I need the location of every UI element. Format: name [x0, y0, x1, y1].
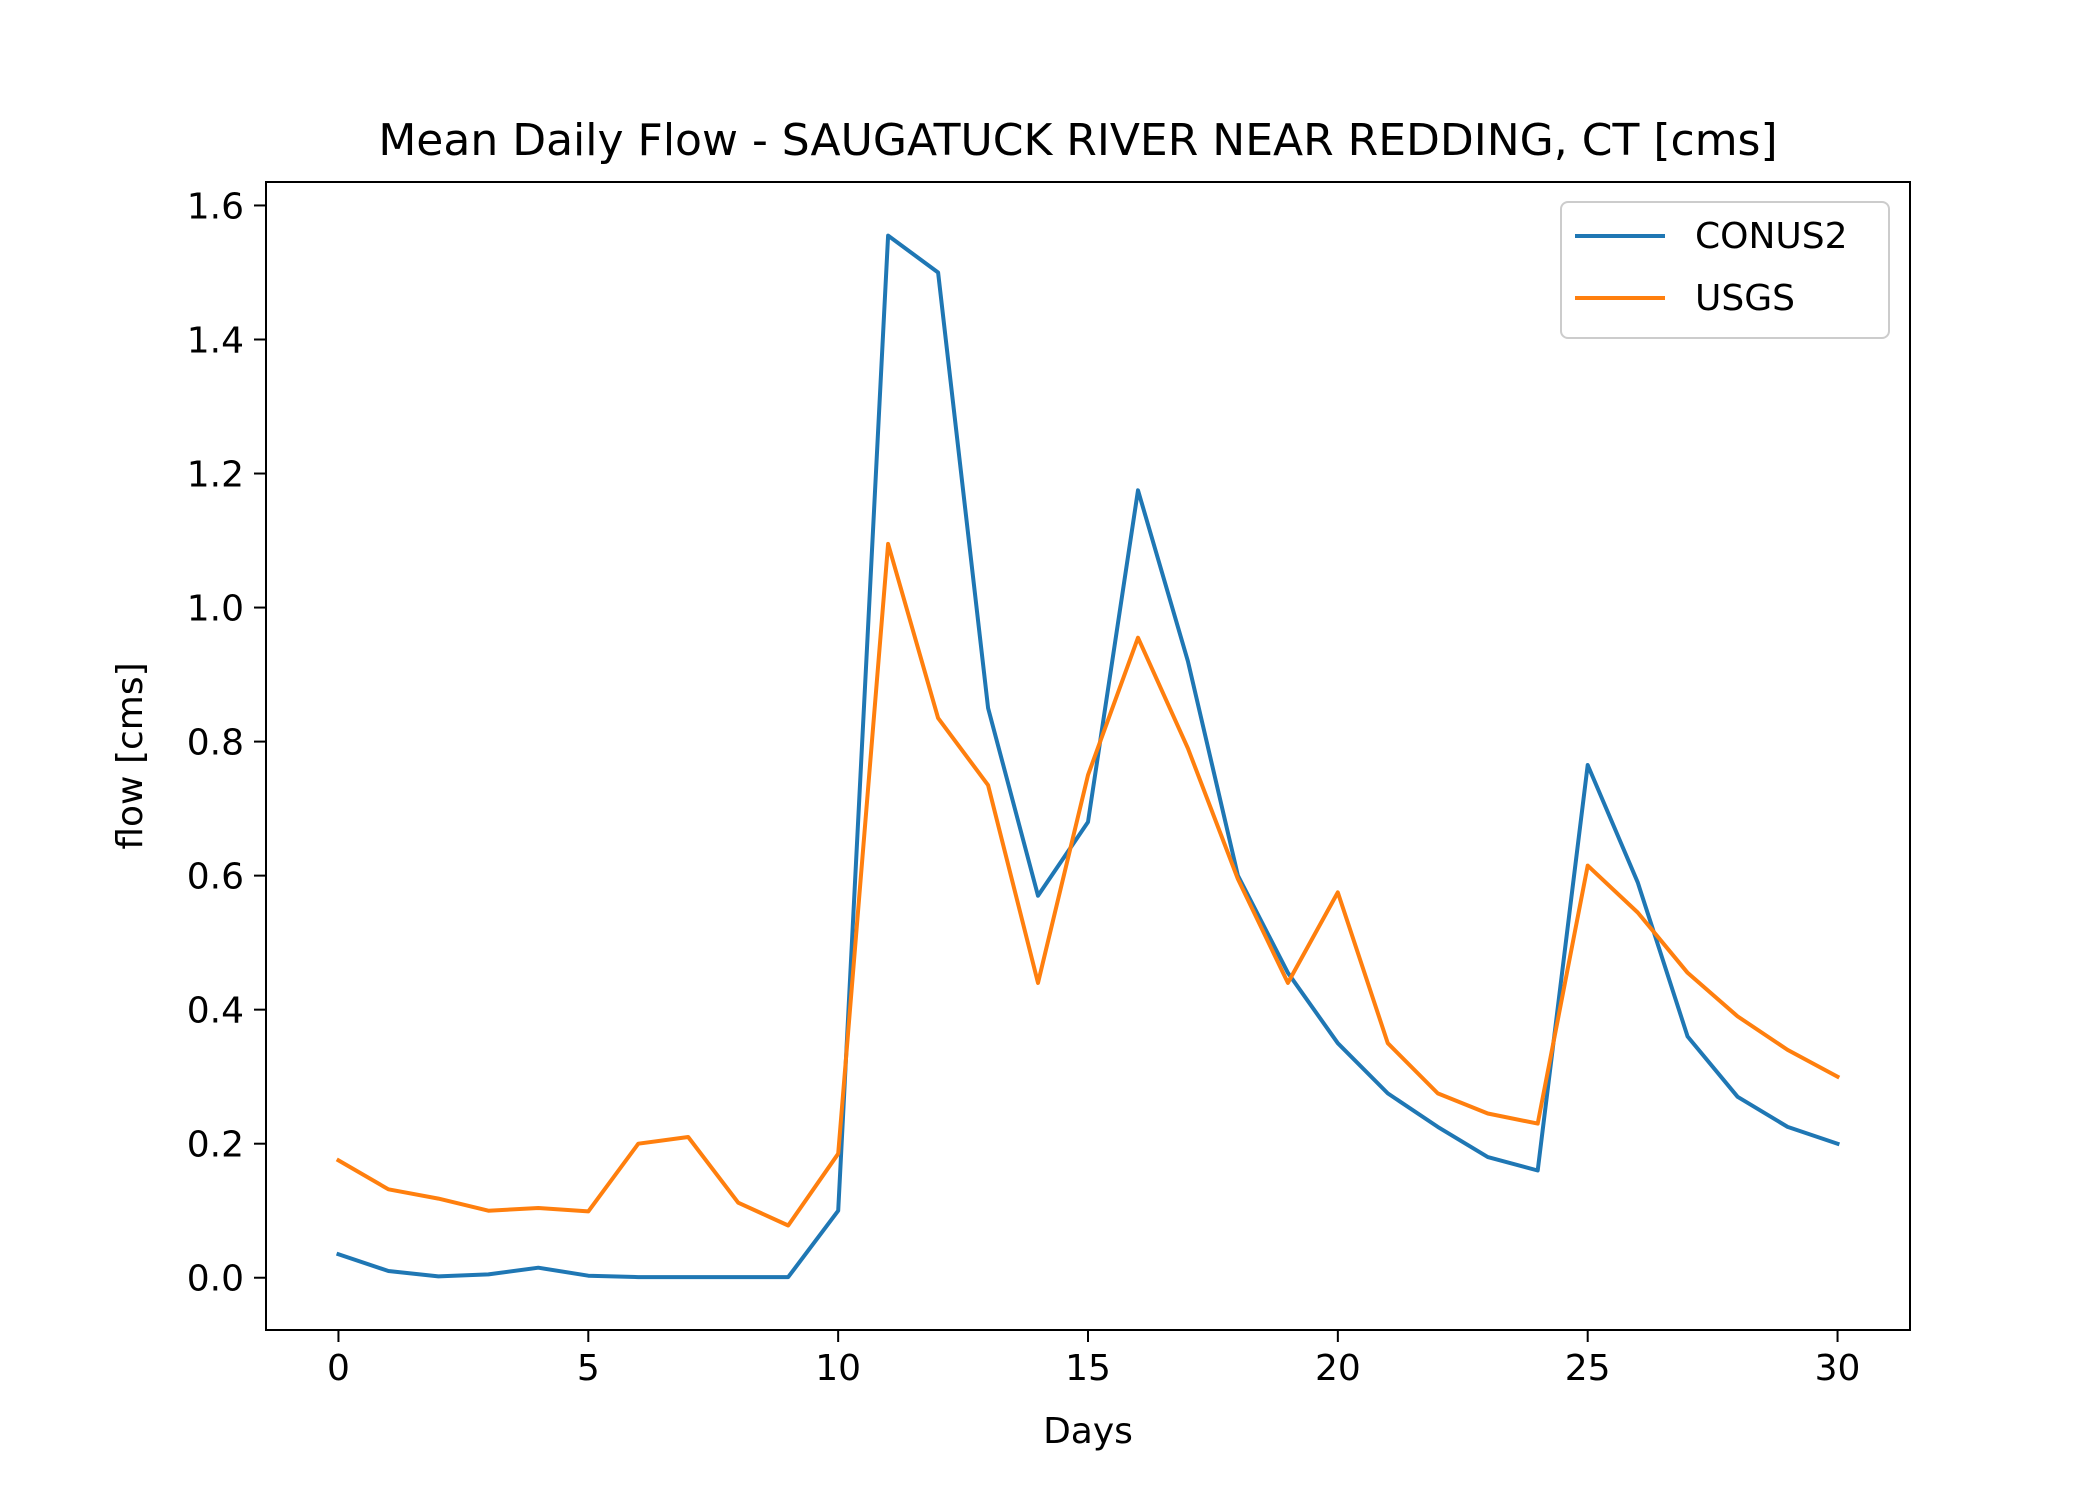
- x-tick-label: 5: [577, 1348, 600, 1389]
- y-tick-label: 0.0: [187, 1259, 244, 1300]
- series-layer: [335, 233, 1841, 1280]
- legend-label-conus2: CONUS2: [1695, 216, 1848, 257]
- y-tick-label: 0.6: [187, 857, 244, 898]
- x-tick-label: 15: [1065, 1348, 1111, 1389]
- y-tick-label: 0.4: [187, 991, 244, 1032]
- x-tick-label: 0: [327, 1348, 350, 1389]
- y-tick-label: 1.0: [187, 589, 244, 630]
- x-axis-label: Days: [1043, 1411, 1133, 1452]
- y-tick-label: 1.4: [187, 320, 244, 361]
- chart-title: Mean Daily Flow - SAUGATUCK RIVER NEAR R…: [378, 115, 1777, 166]
- x-tick-label: 20: [1315, 1348, 1361, 1389]
- x-tick-label: 10: [815, 1348, 861, 1389]
- y-axis: 0.0 0.2 0.4 0.6 0.8 1.0 1.2 1.4 1.6: [187, 186, 266, 1300]
- x-tick-label: 30: [1815, 1348, 1861, 1389]
- y-tick-label: 1.2: [187, 455, 244, 496]
- y-tick-label: 1.6: [187, 186, 244, 227]
- legend-label-usgs: USGS: [1695, 278, 1795, 319]
- x-tick-label: 25: [1565, 1348, 1611, 1389]
- y-tick-label: 0.2: [187, 1125, 244, 1166]
- series-line-usgs: [335, 541, 1841, 1228]
- y-axis-label: flow [cms]: [110, 662, 151, 849]
- y-tick-label: 0.8: [187, 723, 244, 764]
- series-line-conus2: [335, 233, 1841, 1280]
- x-axis: 0 5 10 15 20 25 30: [327, 1330, 1860, 1389]
- legend: CONUS2 USGS: [1560, 201, 1890, 339]
